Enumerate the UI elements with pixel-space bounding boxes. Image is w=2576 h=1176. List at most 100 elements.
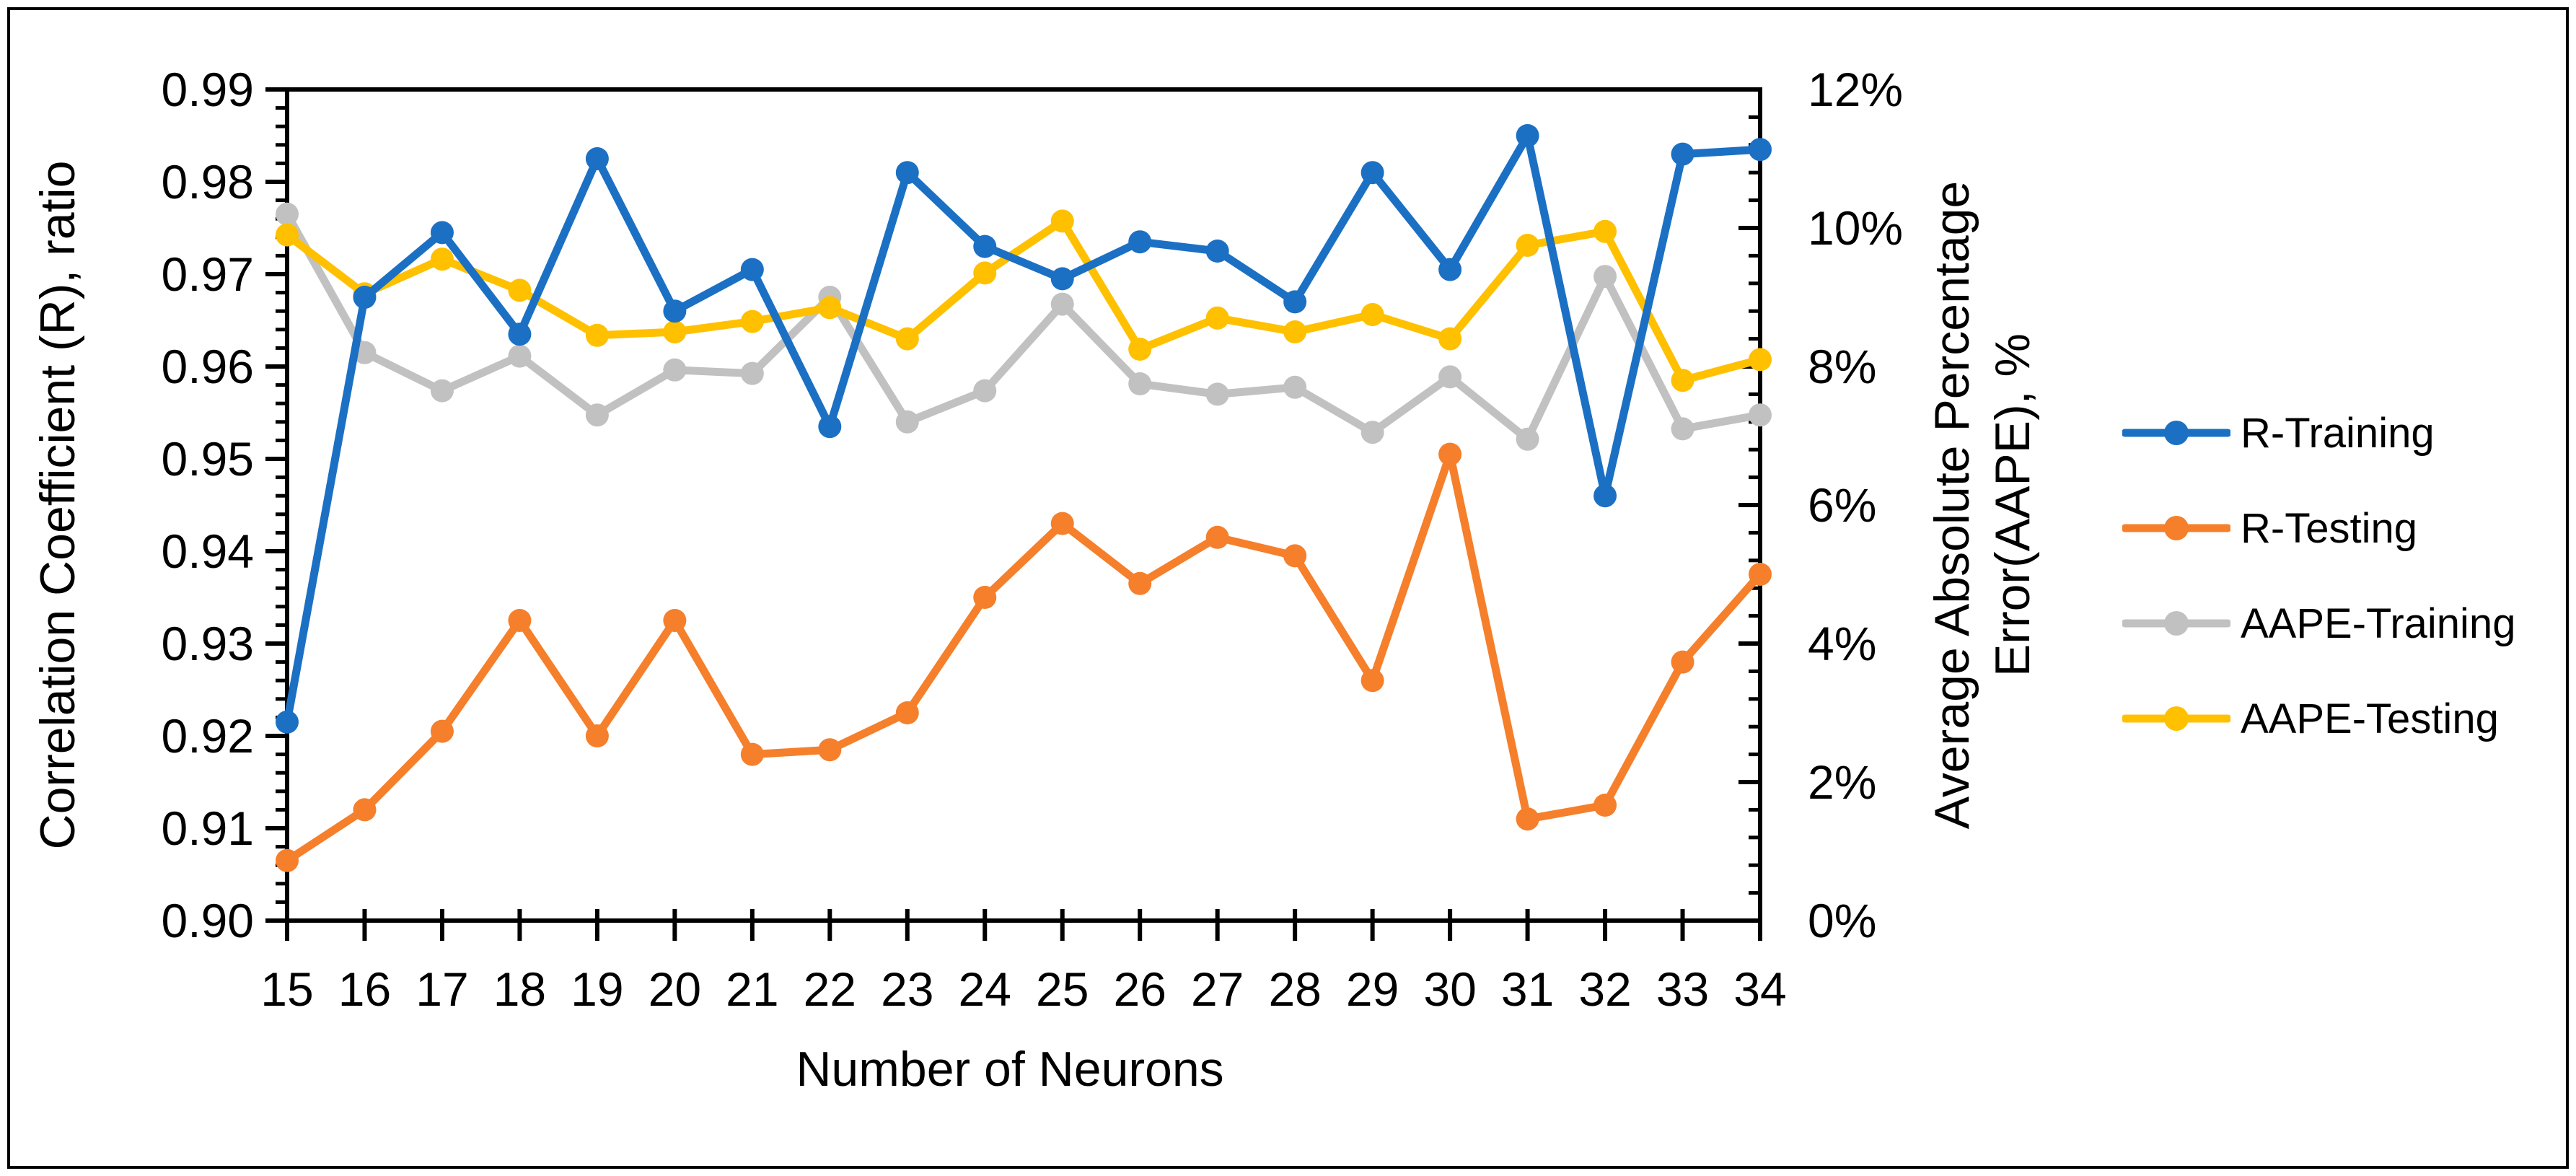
aape-training-marker [740,361,764,385]
aape-testing-marker [663,320,687,343]
aape-testing-marker [1050,209,1074,233]
r-training-marker [1283,290,1307,314]
r-testing-marker [1749,563,1772,586]
left-axis-tick-label: 0.92 [162,709,254,763]
aape-training-marker [508,344,532,368]
x-axis-tick-label: 17 [416,962,468,1016]
aape-testing-marker [508,278,532,302]
r-training-line [283,131,1764,727]
r-testing-line [283,450,1764,865]
r-training-marker [1516,124,1539,147]
aape-training-marker [1283,375,1307,399]
x-axis-tick-label: 24 [959,962,1011,1016]
x-axis-tick-label: 22 [804,962,856,1016]
aape-training-marker [1593,265,1617,289]
aape-testing-marker [1283,320,1307,343]
aape-testing-marker [1360,303,1384,326]
legend-sample-marker [2164,421,2189,445]
aape-testing-marker [585,323,609,347]
aape-testing-marker [740,310,764,333]
r-testing-marker [1360,669,1384,693]
legend-item-r-testing: R-Testing [2122,499,2515,557]
r-testing-marker [508,609,532,632]
legend-sample-line [2122,421,2230,445]
r-testing-marker [1593,794,1617,817]
aape-training-marker [895,410,919,434]
aape-testing-marker [1671,369,1694,392]
r-training-marker [1438,258,1462,281]
r-training-marker [1360,161,1384,185]
aape-training-marker [1128,372,1152,395]
r-training-marker [973,234,997,258]
x-axis-tick-label: 19 [571,962,623,1016]
legend-sample-marker [2164,706,2189,731]
aape-training-marker [1360,421,1384,444]
left-axis-tick-label: 0.97 [162,247,254,301]
r-testing-marker [276,848,299,872]
r-training-marker [508,322,532,346]
x-axis-tick-label: 31 [1501,962,1554,1016]
left-axis-tick-label: 0.99 [162,63,254,116]
r-training-marker [1749,138,1772,162]
r-testing-marker [1205,525,1229,549]
r-training-marker [818,415,842,439]
left-axis-tick-label: 0.98 [162,155,254,209]
legend-sample-line [2122,611,2230,636]
r-training-marker [585,147,609,170]
r-testing-marker [1516,807,1539,831]
aape-training-line [283,210,1764,444]
aape-training-marker [1050,292,1074,316]
left-axis-tick-label: 0.90 [162,894,254,947]
aape-testing-marker [1593,219,1617,243]
left-axis-tick-label: 0.91 [162,802,254,855]
right-axis-tick-label: 2% [1808,755,1876,809]
legend-item-aape-testing: AAPE-Testing [2122,690,2515,747]
r-testing-marker [430,719,454,743]
left-axis-tick-label: 0.94 [162,525,254,578]
x-axis-tick-label: 25 [1036,962,1089,1016]
r-testing-marker [1438,442,1462,466]
x-axis-tick-label: 16 [338,962,391,1016]
r-training-marker [353,286,377,309]
aape-training-marker [1205,382,1229,406]
aape-testing-marker [1438,327,1462,351]
aape-testing-marker [276,223,299,247]
aape-training-marker [1749,403,1772,427]
x-axis-tick-label: 23 [881,962,933,1016]
right-axis-title-line2: Error(AAPE), % [1985,333,2040,677]
right-axis-tick-label: 6% [1808,478,1876,532]
r-testing-marker [1128,571,1152,595]
x-axis-tick-label: 29 [1346,962,1399,1016]
r-training-marker [1593,484,1617,508]
aape-training-marker [1438,365,1462,389]
aape-testing-marker [1516,234,1539,257]
x-axis-tick-label: 18 [493,962,546,1016]
aape-testing-marker [430,247,454,271]
legend-sample-marker [2164,516,2189,540]
r-testing-marker [663,609,687,632]
r-testing-marker [1671,650,1694,674]
legend-label: R-Training [2241,409,2435,457]
r-testing-marker [818,738,842,762]
aape-testing-marker [1128,338,1152,361]
r-training-marker [1128,230,1152,254]
right-axis-tick-label: 12% [1808,63,1903,116]
aape-testing-marker [1749,348,1772,372]
legend-label: AAPE-Testing [2241,695,2499,742]
legend-sample-marker [2164,611,2189,636]
aape-testing-marker [1205,306,1229,330]
legend-label: R-Testing [2241,504,2417,552]
legend-item-r-training: R-Training [2122,404,2515,462]
x-axis-tick-label: 26 [1113,962,1166,1016]
r-training-marker [1205,240,1229,263]
r-testing-marker [1050,512,1074,535]
legend-sample-line [2122,706,2230,731]
plot-area-border [285,87,1762,923]
r-testing-marker [895,701,919,724]
chart-legend: R-Training R-Testing AAPE-Training AAPE-Tes… [2122,404,2515,747]
right-axis-title: Average Absolute Percentage Error(AAPE),… [1922,72,2043,938]
x-axis-tick-label: 20 [649,962,701,1016]
x-axis-tick-label: 28 [1268,962,1321,1016]
